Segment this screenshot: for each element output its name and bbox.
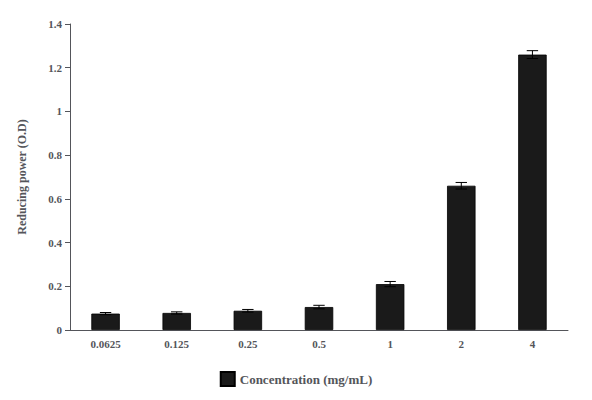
svg-text:1: 1 — [57, 105, 63, 117]
svg-text:0.125: 0.125 — [164, 338, 189, 350]
svg-text:Concentration (mg/mL): Concentration (mg/mL) — [240, 372, 373, 387]
svg-text:0: 0 — [57, 324, 63, 336]
svg-text:2: 2 — [459, 338, 465, 350]
svg-text:0.25: 0.25 — [238, 338, 258, 350]
svg-text:0.6: 0.6 — [48, 193, 62, 205]
svg-text:1.4: 1.4 — [48, 18, 62, 30]
svg-text:4: 4 — [530, 338, 536, 350]
svg-text:Reducing power (O.D): Reducing power (O.D) — [15, 119, 29, 234]
svg-text:1.2: 1.2 — [48, 62, 62, 74]
svg-text:0.2: 0.2 — [48, 280, 62, 292]
svg-text:0.4: 0.4 — [48, 237, 62, 249]
svg-text:0.8: 0.8 — [48, 149, 62, 161]
svg-text:0.5: 0.5 — [312, 338, 326, 350]
svg-text:1: 1 — [387, 338, 393, 350]
svg-text:0.0625: 0.0625 — [90, 338, 121, 350]
